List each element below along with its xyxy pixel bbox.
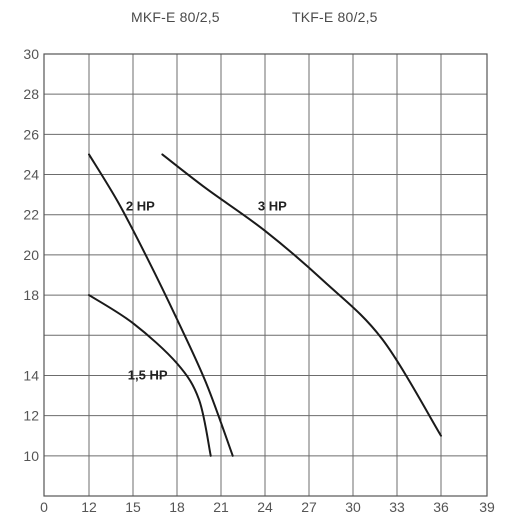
x-tick-label: 18	[169, 499, 185, 515]
y-tick-label: 20	[23, 247, 39, 263]
y-tick-label: 10	[23, 448, 39, 464]
y-tick-label: 22	[23, 207, 39, 223]
series-line-3-hp	[161, 153, 442, 437]
y-tick-label: 24	[23, 167, 39, 183]
y-tick-label: 18	[23, 287, 39, 303]
x-tick-label: 33	[389, 499, 405, 515]
x-tick-label: 21	[213, 499, 229, 515]
y-tick-label: 30	[23, 46, 39, 62]
x-tick-label: 15	[125, 499, 141, 515]
series-labels: 1,5 HP 2 HP 3 HP	[126, 199, 287, 383]
y-tick-label: 14	[23, 367, 39, 383]
y-tick-label: 12	[23, 408, 39, 424]
x-tick-label: 36	[433, 499, 449, 515]
plot-frame	[43, 53, 488, 497]
series-line-1-5-hp	[88, 294, 212, 457]
series-label-2-hp: 2 HP	[126, 199, 155, 214]
x-axis-ticks: 0 12 15 18 21 24 27 30 33 36 39	[40, 499, 495, 515]
y-tick-label: 26	[23, 126, 39, 142]
x-tick-label: 39	[479, 499, 495, 515]
grid-lines	[43, 53, 488, 497]
x-tick-label: 12	[81, 499, 97, 515]
x-tick-label: 30	[345, 499, 361, 515]
x-tick-label: 27	[301, 499, 317, 515]
y-tick-label: 28	[23, 86, 39, 102]
series-group	[88, 153, 442, 457]
series-label-3-hp: 3 HP	[258, 199, 287, 214]
chart-title-left: MKF-E 80/2,5	[131, 9, 220, 25]
x-tick-label: 24	[257, 499, 273, 515]
series-label-1-5-hp: 1,5 HP	[128, 367, 168, 382]
series-line-2-hp	[88, 153, 234, 457]
chart-title-right: TKF-E 80/2,5	[292, 9, 378, 25]
y-axis-ticks: 30 28 26 24 22 20 18 14 12 10	[23, 46, 39, 464]
x-tick-label: 0	[40, 499, 48, 515]
